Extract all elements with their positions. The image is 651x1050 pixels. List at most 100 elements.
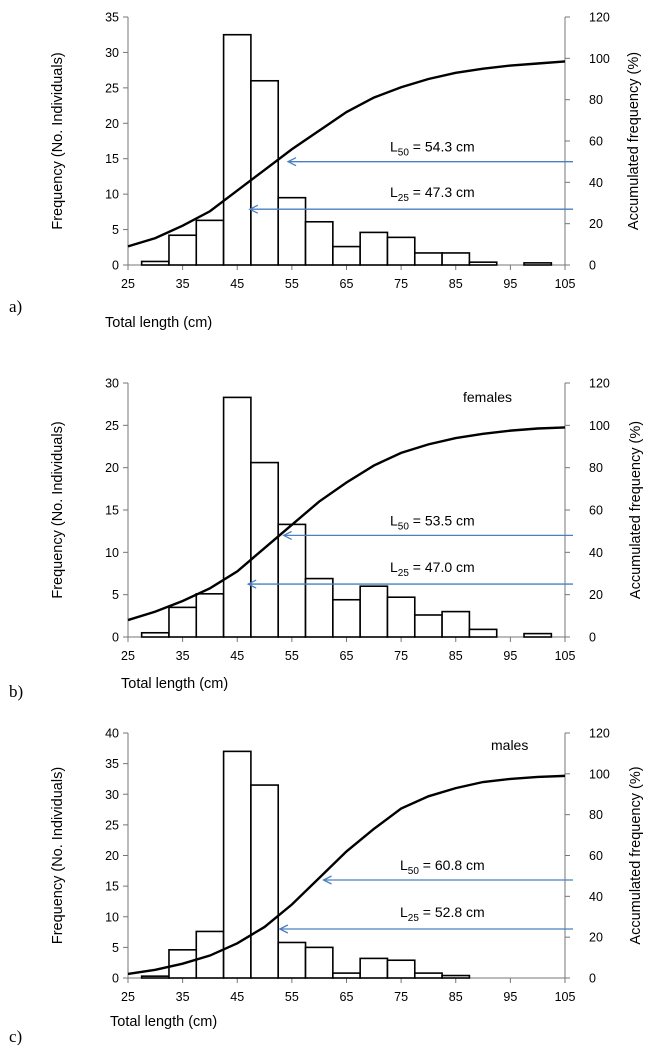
y2-axis-title: Accumulated frequency (%)	[626, 52, 642, 230]
cumulative-frequency-curve	[127, 60, 566, 248]
histogram-bar	[277, 196, 307, 266]
y-tick-label: 30	[105, 788, 119, 802]
histogram-bar	[359, 585, 389, 638]
y2-tick-label: 0	[589, 631, 596, 645]
histogram-bar	[140, 260, 170, 266]
y-tick-label: 10	[105, 546, 119, 560]
chart-panel-c: 0 5 10 15 20 25 30 35 40 0 20 40 60 80 100 120 25 35 45 55 6…	[9, 727, 644, 1047]
y-tick-label: 0	[112, 972, 119, 986]
histogram-bar	[359, 957, 389, 979]
x-tick-label: 85	[449, 990, 463, 1004]
y2-tick-label: 120	[589, 377, 610, 391]
x-tick-label: 95	[503, 277, 517, 291]
histogram-bar	[386, 236, 416, 266]
x-tick-label: 55	[285, 277, 299, 291]
y2-tick-label: 60	[589, 504, 603, 518]
y2-axis-title: Accumulated frequency (%)	[628, 421, 644, 599]
y-axis-title: Frequency (No. Individuals)	[50, 421, 66, 598]
histogram-bar	[250, 784, 280, 979]
y2-tick-label: 100	[589, 767, 610, 781]
x-axis-title: Total length (cm)	[110, 1014, 217, 1030]
y2-tick-label: 80	[589, 461, 603, 475]
histogram-bar	[386, 596, 416, 638]
x-tick-label: 55	[285, 990, 299, 1004]
x-tick-label: 25	[121, 990, 135, 1004]
histogram-bar	[386, 959, 416, 979]
x-axis-title: Total length (cm)	[105, 315, 212, 331]
y2-tick-label: 0	[589, 972, 596, 986]
histogram-bar	[304, 220, 334, 266]
y-tick-label: 25	[105, 419, 119, 433]
y-tick-label: 25	[105, 81, 119, 95]
x-tick-label: 35	[176, 649, 190, 663]
y2-tick-label: 120	[589, 727, 610, 741]
y-tick-label: 35	[105, 757, 119, 771]
x-tick-label: 85	[449, 277, 463, 291]
chart-panel-a: 0 5 10 15 20 25 30 35 0 20 40 60 80 100 120 25 35 45 55 65 7…	[9, 11, 642, 332]
y2-tick-label: 80	[589, 93, 603, 107]
y-tick-label: 15	[105, 880, 119, 894]
histogram-bar	[441, 974, 471, 979]
x-tick-label: 55	[285, 649, 299, 663]
histogram-bar	[277, 523, 307, 638]
histogram-bar	[332, 598, 361, 638]
histogram-bar	[277, 941, 307, 979]
x-tick-label: 95	[503, 990, 517, 1004]
y2-tick-label: 20	[589, 217, 603, 231]
panel-label: a)	[9, 297, 22, 316]
annotation-label: L25 = 47.0 cm	[390, 559, 475, 579]
arrow-head	[286, 157, 297, 167]
y-tick-label: 0	[112, 259, 119, 273]
y-tick-label: 15	[105, 152, 119, 166]
panel-title: females	[463, 389, 512, 405]
x-tick-label: 65	[340, 277, 354, 291]
y-tick-label: 5	[112, 223, 119, 237]
histogram-bar	[195, 219, 225, 266]
annotation-label: L50 = 54.3 cm	[390, 139, 475, 159]
histogram-bar	[250, 461, 280, 638]
histogram-bar	[468, 261, 498, 266]
y-tick-label: 0	[112, 631, 119, 645]
y2-tick-label: 60	[589, 135, 603, 149]
histogram-bar	[413, 972, 443, 979]
x-tick-label: 65	[340, 990, 354, 1004]
y-tick-label: 30	[105, 377, 119, 391]
histogram-bar	[222, 33, 252, 266]
panel-label: b)	[9, 682, 23, 701]
y2-tick-label: 40	[589, 546, 603, 560]
y-tick-label: 25	[105, 818, 119, 832]
chart-panel-b: 0 5 10 15 20 25 30 0 20 40 60 80 100 120 25 35 45 55 65 75 8…	[9, 377, 644, 702]
x-tick-label: 105	[555, 649, 576, 663]
y2-tick-label: 0	[589, 259, 596, 273]
y-tick-label: 10	[105, 188, 119, 202]
y-tick-label: 40	[105, 727, 119, 741]
cumulative-frequency-curve	[127, 774, 566, 976]
y-axis-title: Frequency (No. Individuals)	[50, 52, 66, 229]
x-tick-label: 45	[230, 649, 244, 663]
y-tick-label: 20	[105, 461, 119, 475]
histogram-bar	[140, 631, 170, 638]
arrow-head	[278, 924, 289, 934]
y2-tick-label: 40	[589, 890, 603, 904]
histogram-bar	[441, 252, 471, 266]
y2-tick-label: 20	[589, 931, 603, 945]
y2-tick-label: 40	[589, 176, 603, 190]
y2-tick-label: 100	[589, 419, 610, 433]
x-tick-label: 35	[176, 990, 190, 1004]
histogram-bar	[413, 614, 443, 638]
x-tick-label: 25	[121, 277, 135, 291]
histogram-bar	[168, 606, 198, 638]
arrow-head	[282, 530, 292, 540]
arrow-head	[246, 579, 257, 589]
x-axis-title: Total length (cm)	[121, 676, 228, 692]
y-tick-label: 30	[105, 46, 119, 60]
histogram-bar	[140, 975, 170, 979]
histogram-bar	[250, 79, 280, 266]
x-tick-label: 75	[394, 649, 408, 663]
y-tick-label: 5	[112, 588, 119, 602]
histogram-bar	[523, 632, 553, 638]
histogram-bar	[304, 577, 334, 638]
histogram-bar	[195, 593, 225, 638]
annotation-label: L25 = 52.8 cm	[400, 904, 485, 924]
y2-tick-label: 20	[589, 588, 603, 602]
